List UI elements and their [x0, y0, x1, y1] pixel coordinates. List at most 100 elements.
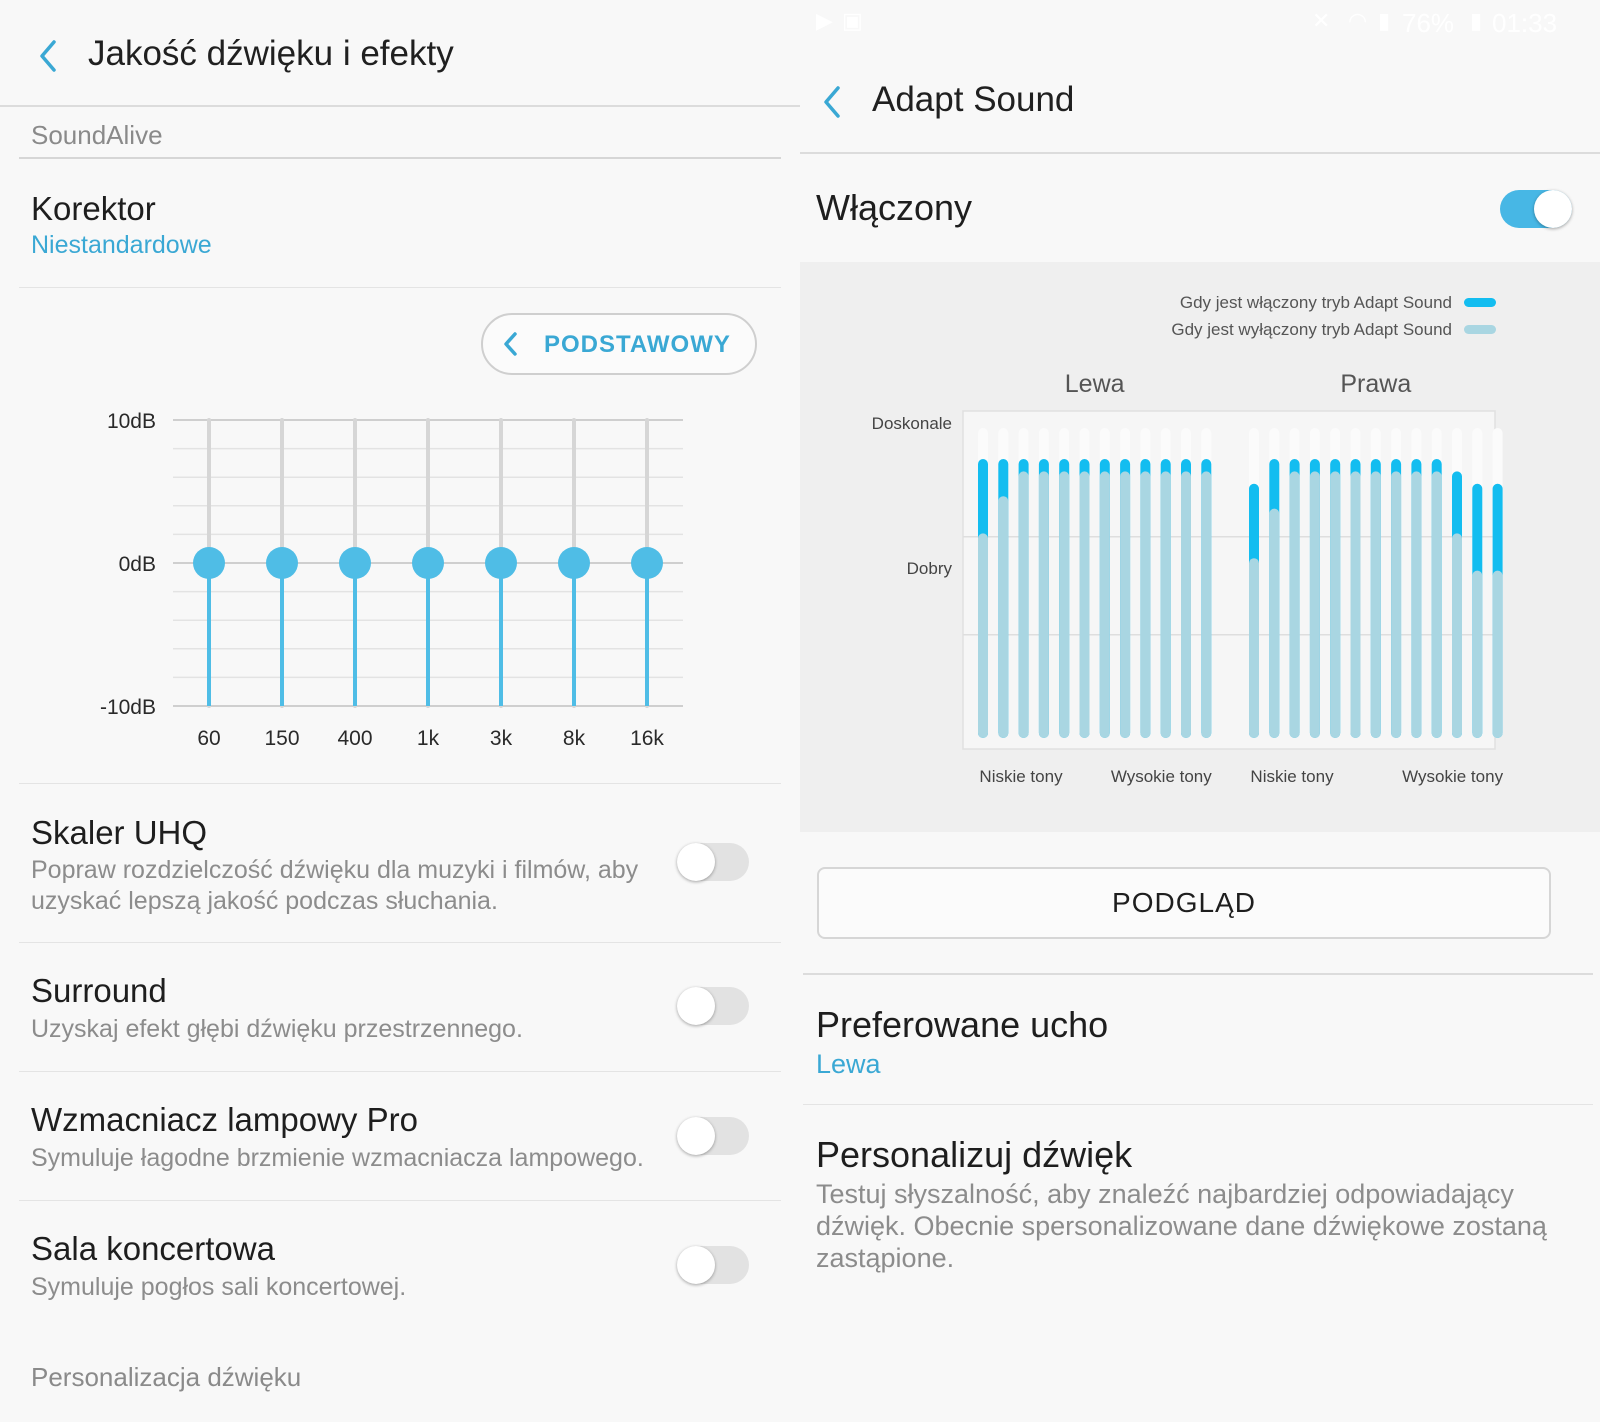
bar-off — [1079, 471, 1090, 738]
setting-subtitle: Uzyskaj efekt głębi dźwięku przestrzenne… — [31, 1015, 523, 1043]
divider — [19, 783, 781, 784]
bar-off — [1391, 471, 1402, 738]
back-arrow-icon[interactable] — [30, 36, 70, 76]
group-label: Prawa — [1340, 370, 1411, 398]
bar-off — [1160, 471, 1171, 738]
bar-off — [1120, 471, 1131, 738]
sound-quality-screen: Jakość dźwięku i efekty SoundAlive Korek… — [0, 34, 800, 1392]
section-divider — [19, 157, 781, 159]
bar-off — [1330, 471, 1341, 738]
page-title: Adapt Sound — [872, 80, 1075, 119]
setting-title: Skaler UHQ — [31, 814, 208, 851]
bar-off — [1411, 471, 1422, 738]
bar-off — [1059, 471, 1070, 738]
toggle-knob — [677, 1246, 715, 1284]
equalizer-value: Niestandardowe — [31, 231, 212, 259]
play-icon: ▶ — [816, 8, 833, 33]
divider — [19, 287, 781, 288]
personalize-sound-setting[interactable]: Personalizuj dźwięk Testuj słyszalność, … — [800, 1112, 1600, 1292]
eq-slider-handle[interactable] — [558, 547, 590, 579]
divider — [803, 973, 1593, 975]
eq-band-label: 150 — [264, 727, 299, 750]
setting-title: Wzmacniacz lampowy Pro — [31, 1101, 418, 1138]
toggle-knob — [1534, 190, 1572, 228]
bar-off — [1269, 508, 1280, 738]
setting-subtitle: Symuluje pogłos sali koncertowej. — [31, 1273, 407, 1301]
bar-off — [1249, 558, 1259, 738]
eq-db-label: 0dB — [119, 553, 156, 576]
bar-off — [1452, 533, 1462, 738]
setting-subtitle: Popraw rozdzielczość dźwięku dla muzyki … — [31, 856, 639, 915]
preview-button-label: PODGLĄD — [1112, 887, 1256, 918]
divider — [19, 1071, 781, 1072]
adapt-sound-master-switch[interactable]: Włączony — [800, 155, 1600, 260]
setting-surround[interactable]: Surround Uzyskaj efekt głębi dźwięku prz… — [0, 958, 800, 1068]
back-arrow-icon[interactable] — [814, 82, 854, 122]
bar-off — [1201, 471, 1212, 738]
eq-slider-handle[interactable] — [339, 547, 371, 579]
hearing-chart-panel: Gdy jest włączony tryb Adapt Sound Gdy je… — [800, 262, 1600, 832]
adapt-sound-screen: ▶ ▣ ✕ ◠ ▮ 76% ▮ 01:33 Adapt Sound Włączo… — [800, 0, 1600, 1422]
bar-off — [1370, 471, 1381, 738]
battery-percent: 76% — [1402, 8, 1455, 38]
setting-title: Surround — [31, 972, 167, 1009]
basic-mode-button[interactable]: PODSTAWOWY — [481, 313, 757, 375]
chevron-left-icon — [504, 332, 517, 356]
legend-label: Gdy jest wyłączony tryb Adapt Sound — [1171, 320, 1452, 339]
setting-subtitle: Symuluje łagodne brzmienie wzmacniacza l… — [31, 1144, 644, 1172]
wifi-icon: ◠ — [1348, 8, 1368, 33]
header-divider — [800, 152, 1600, 154]
x-axis-label: Niskie tony — [979, 767, 1063, 786]
bar-off — [1038, 471, 1049, 738]
bar-off — [1099, 471, 1110, 738]
section-header-personalization: Personalizacja dźwięku — [31, 1362, 302, 1392]
equalizer-setting[interactable]: Korektor Niestandardowe — [0, 170, 800, 285]
eq-slider-handle[interactable] — [266, 547, 298, 579]
bar-off — [998, 496, 1009, 738]
preferred-ear-value: Lewa — [816, 1049, 881, 1079]
header-divider — [0, 105, 800, 107]
legend-label: Gdy jest włączony tryb Adapt Sound — [1180, 293, 1452, 312]
image-icon: ▣ — [842, 8, 863, 33]
battery-icon: ▮ — [1470, 8, 1483, 33]
bar-off — [1289, 471, 1300, 738]
bar-off — [1181, 471, 1191, 738]
basic-mode-label: PODSTAWOWY — [544, 331, 731, 358]
eq-slider-handle[interactable] — [193, 547, 225, 579]
toggle-knob — [677, 1117, 715, 1155]
equalizer-chart[interactable]: 10dB 0dB -10dB 60 150 400 1k 3k 8k 16k — [0, 395, 800, 765]
personalize-title: Personalizuj dźwięk — [816, 1134, 1133, 1175]
mute-icon: ✕ — [1312, 8, 1331, 33]
toggle-knob — [677, 987, 715, 1025]
eq-slider-handle[interactable] — [485, 547, 517, 579]
setting-concert-hall[interactable]: Sala koncertowa Symuluje pogłos sali kon… — [0, 1217, 800, 1327]
clock: 01:33 — [1492, 8, 1558, 38]
bar-off — [1140, 471, 1151, 738]
setting-tube-amp-pro[interactable]: Wzmacniacz lampowy Pro Symuluje łagodne … — [0, 1088, 800, 1198]
x-axis-label: Wysokie tony — [1111, 767, 1212, 786]
tube-amp-toggle[interactable] — [677, 1117, 749, 1155]
concert-hall-toggle[interactable] — [677, 1246, 749, 1284]
bar-off — [1350, 471, 1361, 738]
equalizer-title: Korektor — [31, 190, 156, 227]
eq-band-label: 400 — [337, 727, 372, 750]
eq-band-label: 3k — [490, 727, 513, 750]
eq-db-label: 10dB — [107, 410, 156, 433]
preview-button[interactable]: PODGLĄD — [817, 867, 1551, 939]
page-title: Jakość dźwięku i efekty — [88, 34, 454, 73]
legend-swatch — [1464, 325, 1496, 334]
x-axis-label: Niskie tony — [1250, 767, 1334, 786]
y-level-label: Dobry — [907, 559, 953, 578]
toggle-knob — [677, 843, 715, 881]
signal-icon: ▮ — [1378, 8, 1391, 33]
preferred-ear-setting[interactable]: Preferowane ucho Lewa — [800, 985, 1600, 1103]
setting-uhq-upscaler[interactable]: Skaler UHQ Popraw rozdzielczość dźwięku … — [0, 800, 800, 940]
eq-slider-handle[interactable] — [631, 547, 663, 579]
surround-toggle[interactable] — [677, 987, 749, 1025]
divider — [19, 1200, 781, 1201]
uhq-upscaler-toggle[interactable] — [677, 843, 749, 881]
status-bar: ▶ ▣ ✕ ◠ ▮ 76% ▮ 01:33 — [800, 8, 1600, 44]
adapt-sound-toggle[interactable] — [1500, 190, 1572, 228]
bar-off — [1018, 471, 1029, 738]
eq-slider-handle[interactable] — [412, 547, 444, 579]
